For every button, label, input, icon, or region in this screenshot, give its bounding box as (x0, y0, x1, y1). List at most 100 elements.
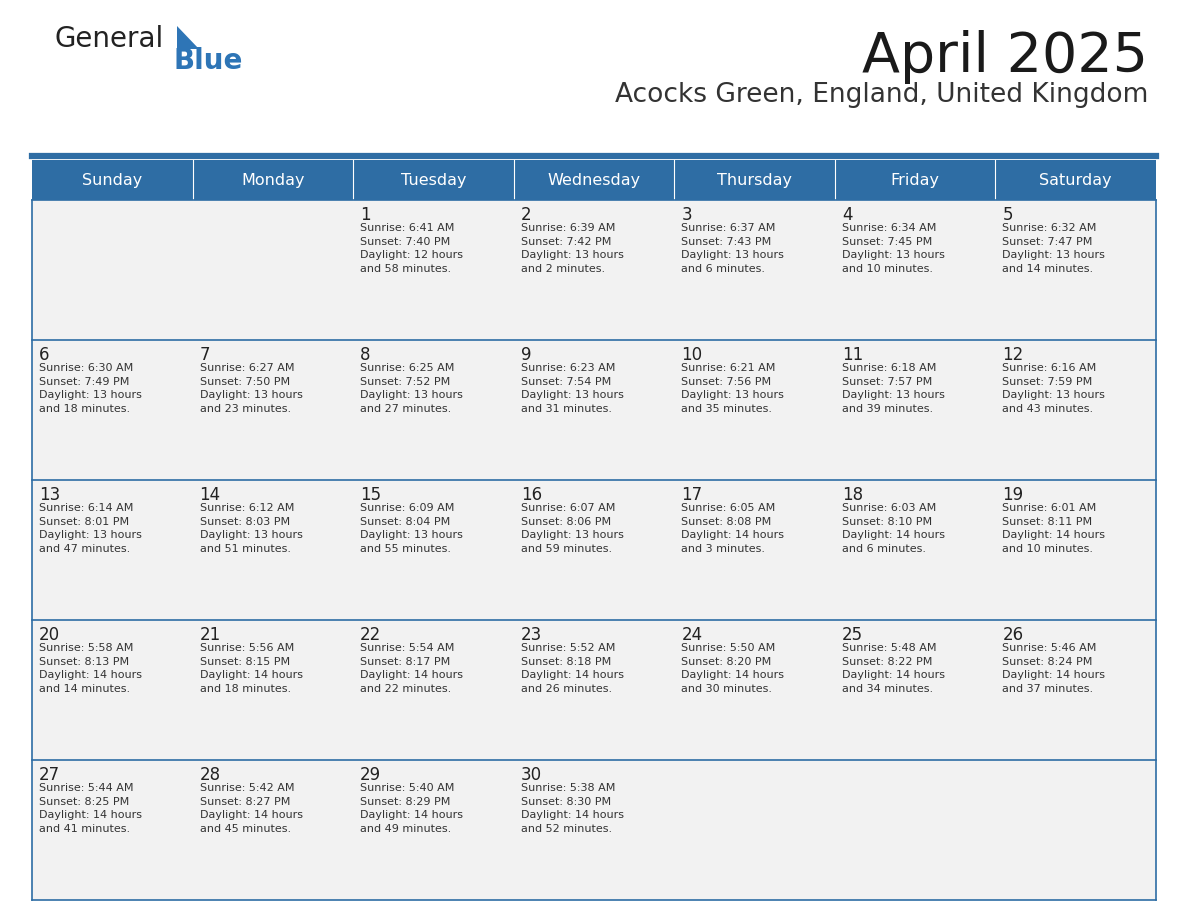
Bar (192, 480, 353, 620)
Text: Sunrise: 5:58 AM
Sunset: 8:13 PM
Daylight: 14 hours
and 14 minutes.: Sunrise: 5:58 AM Sunset: 8:13 PM Dayligh… (39, 643, 143, 694)
Text: 18: 18 (842, 486, 862, 504)
Text: Sunrise: 5:40 AM
Sunset: 8:29 PM
Daylight: 14 hours
and 49 minutes.: Sunrise: 5:40 AM Sunset: 8:29 PM Dayligh… (360, 783, 463, 834)
Text: 10: 10 (681, 346, 702, 364)
Text: Sunrise: 5:38 AM
Sunset: 8:30 PM
Daylight: 14 hours
and 52 minutes.: Sunrise: 5:38 AM Sunset: 8:30 PM Dayligh… (520, 783, 624, 834)
Text: Sunrise: 6:14 AM
Sunset: 8:01 PM
Daylight: 13 hours
and 47 minutes.: Sunrise: 6:14 AM Sunset: 8:01 PM Dayligh… (39, 503, 141, 554)
Bar (675, 160, 835, 200)
Text: Sunrise: 5:52 AM
Sunset: 8:18 PM
Daylight: 14 hours
and 26 minutes.: Sunrise: 5:52 AM Sunset: 8:18 PM Dayligh… (520, 643, 624, 694)
Text: 13: 13 (39, 486, 61, 504)
Bar (996, 480, 1156, 620)
Bar (513, 160, 675, 200)
Text: 25: 25 (842, 626, 862, 644)
Bar (835, 480, 996, 620)
Bar (996, 760, 1156, 900)
Bar (996, 340, 1156, 480)
Text: 21: 21 (200, 626, 221, 644)
Text: 19: 19 (1003, 486, 1024, 504)
Text: Tuesday: Tuesday (400, 173, 466, 187)
Text: Sunrise: 5:54 AM
Sunset: 8:17 PM
Daylight: 14 hours
and 22 minutes.: Sunrise: 5:54 AM Sunset: 8:17 PM Dayligh… (360, 643, 463, 694)
Bar (835, 620, 996, 760)
Bar (353, 480, 513, 620)
Text: Sunrise: 5:42 AM
Sunset: 8:27 PM
Daylight: 14 hours
and 45 minutes.: Sunrise: 5:42 AM Sunset: 8:27 PM Dayligh… (200, 783, 303, 834)
Text: Sunrise: 6:34 AM
Sunset: 7:45 PM
Daylight: 13 hours
and 10 minutes.: Sunrise: 6:34 AM Sunset: 7:45 PM Dayligh… (842, 223, 944, 274)
Bar (353, 620, 513, 760)
Bar (835, 760, 996, 900)
Text: 27: 27 (39, 766, 61, 784)
Text: Sunrise: 6:39 AM
Sunset: 7:42 PM
Daylight: 13 hours
and 2 minutes.: Sunrise: 6:39 AM Sunset: 7:42 PM Dayligh… (520, 223, 624, 274)
Bar (192, 760, 353, 900)
Text: Sunrise: 6:12 AM
Sunset: 8:03 PM
Daylight: 13 hours
and 51 minutes.: Sunrise: 6:12 AM Sunset: 8:03 PM Dayligh… (200, 503, 303, 554)
Bar (996, 620, 1156, 760)
Text: 22: 22 (360, 626, 381, 644)
Bar (675, 340, 835, 480)
Bar (996, 160, 1156, 200)
Text: 9: 9 (520, 346, 531, 364)
Text: 20: 20 (39, 626, 61, 644)
Bar (675, 760, 835, 900)
Bar (675, 480, 835, 620)
Text: Sunrise: 6:07 AM
Sunset: 8:06 PM
Daylight: 13 hours
and 59 minutes.: Sunrise: 6:07 AM Sunset: 8:06 PM Dayligh… (520, 503, 624, 554)
Text: 7: 7 (200, 346, 210, 364)
Text: Sunrise: 6:27 AM
Sunset: 7:50 PM
Daylight: 13 hours
and 23 minutes.: Sunrise: 6:27 AM Sunset: 7:50 PM Dayligh… (200, 363, 303, 414)
Text: Blue: Blue (173, 47, 242, 75)
Text: Sunrise: 6:30 AM
Sunset: 7:49 PM
Daylight: 13 hours
and 18 minutes.: Sunrise: 6:30 AM Sunset: 7:49 PM Dayligh… (39, 363, 141, 414)
Text: Sunrise: 6:01 AM
Sunset: 8:11 PM
Daylight: 14 hours
and 10 minutes.: Sunrise: 6:01 AM Sunset: 8:11 PM Dayligh… (1003, 503, 1105, 554)
Text: 30: 30 (520, 766, 542, 784)
Bar (192, 160, 353, 200)
Bar (513, 760, 675, 900)
Bar (192, 200, 353, 340)
Text: Sunrise: 6:41 AM
Sunset: 7:40 PM
Daylight: 12 hours
and 58 minutes.: Sunrise: 6:41 AM Sunset: 7:40 PM Dayligh… (360, 223, 463, 274)
Text: Wednesday: Wednesday (548, 173, 640, 187)
Bar (835, 200, 996, 340)
Bar (513, 200, 675, 340)
Bar (513, 620, 675, 760)
Text: Sunrise: 5:50 AM
Sunset: 8:20 PM
Daylight: 14 hours
and 30 minutes.: Sunrise: 5:50 AM Sunset: 8:20 PM Dayligh… (681, 643, 784, 694)
Text: Monday: Monday (241, 173, 304, 187)
Text: 29: 29 (360, 766, 381, 784)
Text: 8: 8 (360, 346, 371, 364)
Text: Sunrise: 6:37 AM
Sunset: 7:43 PM
Daylight: 13 hours
and 6 minutes.: Sunrise: 6:37 AM Sunset: 7:43 PM Dayligh… (681, 223, 784, 274)
Text: 16: 16 (520, 486, 542, 504)
Text: Sunrise: 6:32 AM
Sunset: 7:47 PM
Daylight: 13 hours
and 14 minutes.: Sunrise: 6:32 AM Sunset: 7:47 PM Dayligh… (1003, 223, 1105, 274)
Text: 11: 11 (842, 346, 864, 364)
Bar (513, 340, 675, 480)
Text: Sunrise: 6:16 AM
Sunset: 7:59 PM
Daylight: 13 hours
and 43 minutes.: Sunrise: 6:16 AM Sunset: 7:59 PM Dayligh… (1003, 363, 1105, 414)
Bar (835, 340, 996, 480)
Text: Sunrise: 6:18 AM
Sunset: 7:57 PM
Daylight: 13 hours
and 39 minutes.: Sunrise: 6:18 AM Sunset: 7:57 PM Dayligh… (842, 363, 944, 414)
Text: Sunrise: 6:05 AM
Sunset: 8:08 PM
Daylight: 14 hours
and 3 minutes.: Sunrise: 6:05 AM Sunset: 8:08 PM Dayligh… (681, 503, 784, 554)
Text: 23: 23 (520, 626, 542, 644)
Text: Sunrise: 6:23 AM
Sunset: 7:54 PM
Daylight: 13 hours
and 31 minutes.: Sunrise: 6:23 AM Sunset: 7:54 PM Dayligh… (520, 363, 624, 414)
Bar (996, 200, 1156, 340)
Text: 6: 6 (39, 346, 50, 364)
Text: Acocks Green, England, United Kingdom: Acocks Green, England, United Kingdom (614, 82, 1148, 108)
Bar (353, 160, 513, 200)
Text: 4: 4 (842, 206, 852, 224)
Text: Sunrise: 5:48 AM
Sunset: 8:22 PM
Daylight: 14 hours
and 34 minutes.: Sunrise: 5:48 AM Sunset: 8:22 PM Dayligh… (842, 643, 944, 694)
Text: Sunrise: 6:09 AM
Sunset: 8:04 PM
Daylight: 13 hours
and 55 minutes.: Sunrise: 6:09 AM Sunset: 8:04 PM Dayligh… (360, 503, 463, 554)
Text: 12: 12 (1003, 346, 1024, 364)
Text: 5: 5 (1003, 206, 1013, 224)
Text: Thursday: Thursday (718, 173, 792, 187)
Text: Sunrise: 5:44 AM
Sunset: 8:25 PM
Daylight: 14 hours
and 41 minutes.: Sunrise: 5:44 AM Sunset: 8:25 PM Dayligh… (39, 783, 143, 834)
Bar (192, 620, 353, 760)
Text: Saturday: Saturday (1040, 173, 1112, 187)
Bar (32, 160, 192, 200)
Text: 1: 1 (360, 206, 371, 224)
Text: 15: 15 (360, 486, 381, 504)
Bar (32, 620, 192, 760)
Text: 26: 26 (1003, 626, 1024, 644)
Text: 14: 14 (200, 486, 221, 504)
Text: Friday: Friday (891, 173, 940, 187)
Bar (32, 480, 192, 620)
Text: 17: 17 (681, 486, 702, 504)
Text: 24: 24 (681, 626, 702, 644)
Bar (675, 620, 835, 760)
Text: April 2025: April 2025 (862, 30, 1148, 84)
Bar (192, 340, 353, 480)
Text: Sunrise: 5:56 AM
Sunset: 8:15 PM
Daylight: 14 hours
and 18 minutes.: Sunrise: 5:56 AM Sunset: 8:15 PM Dayligh… (200, 643, 303, 694)
Text: 28: 28 (200, 766, 221, 784)
Text: Sunrise: 6:03 AM
Sunset: 8:10 PM
Daylight: 14 hours
and 6 minutes.: Sunrise: 6:03 AM Sunset: 8:10 PM Dayligh… (842, 503, 944, 554)
Bar (32, 760, 192, 900)
Polygon shape (177, 26, 200, 49)
Bar (353, 340, 513, 480)
